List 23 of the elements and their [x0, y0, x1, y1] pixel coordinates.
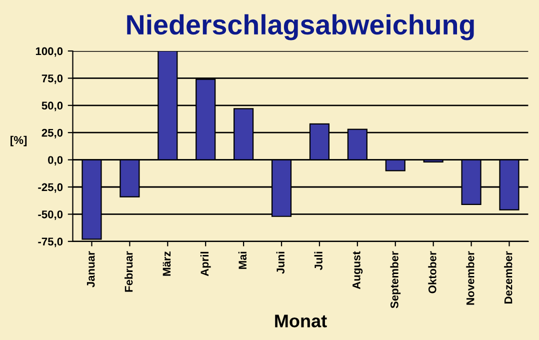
x-tick-label: Februar [124, 251, 133, 292]
y-tick-label: -25,0 [38, 183, 63, 193]
y-tick-label: 0,0 [48, 156, 63, 166]
y-tick-label: -75,0 [38, 238, 63, 248]
x-tick-label: April [200, 252, 211, 276]
y-tick-label: 100,0 [36, 47, 63, 57]
x-tick-label: August [352, 251, 363, 290]
x-axis-title: Monat [275, 314, 327, 328]
y-tick-label: 25,0 [42, 128, 63, 138]
x-tick-label: März [162, 252, 171, 276]
x-tick-label: Dezember [504, 251, 512, 304]
x-tick-label: Juli [314, 252, 322, 270]
x-tick-label: Oktober [428, 251, 436, 294]
x-tick-label: November [466, 251, 474, 305]
y-tick-label: 50,0 [42, 102, 63, 112]
y-tick-label: -50,0 [38, 210, 63, 220]
x-tick-label: Juni [276, 252, 284, 274]
x-tick-label: Januar [86, 251, 95, 288]
y-tick-label: 75,0 [42, 74, 63, 84]
x-tick-label: Mai [238, 252, 247, 269]
y-axis-title: [%] [10, 136, 27, 146]
x-tick-label: September [390, 251, 401, 308]
chart-title: Niederschlagsabweichung [127, 14, 474, 40]
